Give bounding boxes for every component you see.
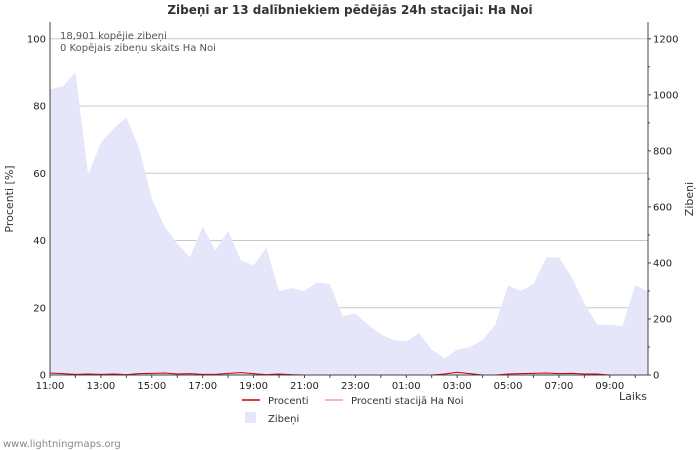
y-right-tick-label-200: 200 — [653, 314, 672, 325]
y-axis-right-title: Zibeņi — [683, 182, 696, 216]
legend-label-zibeni: Zibeņi — [268, 414, 299, 425]
footer-site: www.lightningmaps.org — [3, 439, 121, 450]
chart-title: Zibeņi ar 13 dalībniekiem pēdējās 24h st… — [167, 3, 532, 17]
x-tick-label-1100: 11:00 — [36, 381, 65, 392]
x-tick-label-0900: 09:00 — [595, 381, 624, 392]
x-tick-label-1300: 13:00 — [86, 381, 115, 392]
y-right-tick-label-1200: 1200 — [653, 34, 678, 45]
y-right-tick-label-1000: 1000 — [653, 90, 678, 101]
x-tick-label-2100: 21:00 — [290, 381, 319, 392]
y-axis-left-title: Procenti [%] — [3, 165, 16, 232]
x-tick-label-1900: 19:00 — [239, 381, 268, 392]
y-left-tick-label-40: 40 — [33, 236, 46, 247]
x-tick-label-1500: 15:00 — [137, 381, 166, 392]
series-zibeni-area — [50, 72, 648, 376]
y-right-tick-label-0: 0 — [653, 371, 659, 382]
y-right-tick-label-400: 400 — [653, 258, 672, 269]
legend-label-procenti-station: Procenti stacijā Ha Noi — [351, 396, 464, 407]
y-left-tick-label-0: 0 — [40, 371, 46, 382]
legend: Procenti Procenti stacijā Ha Noi Zibeņi — [242, 396, 464, 425]
y-right-tick-label-800: 800 — [653, 146, 672, 157]
x-tick-label-1700: 17:00 — [188, 381, 217, 392]
y-left-tick-label-60: 60 — [33, 169, 46, 180]
x-tick-label-2300: 23:00 — [341, 381, 370, 392]
legend-label-procenti: Procenti — [268, 396, 309, 407]
x-tick-label-0700: 07:00 — [545, 381, 574, 392]
y-left-tick-label-20: 20 — [33, 303, 46, 314]
plot-frame — [49, 22, 649, 376]
y-right-tick-label-600: 600 — [653, 202, 672, 213]
x-tick-label-0500: 05:00 — [494, 381, 523, 392]
info-total-strikes: 18,901 kopējie zibeņi — [60, 31, 167, 42]
series-areas — [50, 72, 648, 376]
legend-swatch-zibeni — [245, 412, 256, 423]
x-tick-label-0100: 01:00 — [392, 381, 421, 392]
x-tick-label-0300: 03:00 — [443, 381, 472, 392]
x-axis-title: Laiks — [619, 390, 647, 403]
y-left-tick-label-100: 100 — [27, 34, 46, 45]
y-left-tick-label-80: 80 — [33, 102, 46, 113]
info-station-strikes: 0 Kopējais zibeņu skaits Ha Noi — [60, 43, 216, 54]
